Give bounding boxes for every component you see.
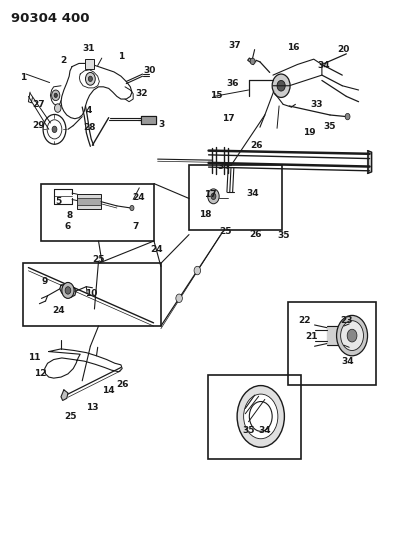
Circle shape <box>272 74 290 98</box>
Text: 29: 29 <box>32 120 45 130</box>
Circle shape <box>347 329 357 342</box>
Circle shape <box>65 287 71 294</box>
Circle shape <box>62 282 74 298</box>
Text: 34: 34 <box>258 426 271 435</box>
Text: 25: 25 <box>65 412 77 421</box>
Text: 26: 26 <box>249 230 262 239</box>
Text: 35: 35 <box>324 122 336 131</box>
Text: 1: 1 <box>118 52 124 61</box>
Text: 15: 15 <box>210 91 222 100</box>
Text: 7: 7 <box>132 222 138 231</box>
Polygon shape <box>248 58 256 64</box>
Text: 23: 23 <box>340 316 353 325</box>
Text: 2: 2 <box>61 56 67 64</box>
Text: 33: 33 <box>310 100 323 109</box>
Text: 17: 17 <box>204 190 217 199</box>
Circle shape <box>341 321 364 351</box>
Polygon shape <box>60 284 76 297</box>
Circle shape <box>85 72 95 85</box>
Text: 35: 35 <box>278 231 290 240</box>
Text: 12: 12 <box>34 369 47 378</box>
Circle shape <box>52 126 57 133</box>
Bar <box>189 165 282 230</box>
Text: 1: 1 <box>20 73 26 82</box>
Text: 90304 400: 90304 400 <box>11 12 90 26</box>
Polygon shape <box>368 151 372 173</box>
Text: 9: 9 <box>42 277 48 286</box>
Text: 28: 28 <box>83 123 96 132</box>
Circle shape <box>176 294 182 303</box>
Polygon shape <box>327 326 344 345</box>
Bar <box>85 59 94 69</box>
Circle shape <box>337 316 368 356</box>
Text: 16: 16 <box>287 43 300 52</box>
Bar <box>23 263 161 326</box>
Text: 22: 22 <box>298 316 310 325</box>
Polygon shape <box>142 116 156 124</box>
Circle shape <box>54 104 61 112</box>
Text: 35: 35 <box>242 426 255 435</box>
Circle shape <box>52 90 60 101</box>
Text: 36: 36 <box>226 78 238 87</box>
Text: 4: 4 <box>85 106 92 115</box>
Text: 10: 10 <box>85 288 97 297</box>
Text: 11: 11 <box>28 353 40 362</box>
Circle shape <box>250 58 255 64</box>
Text: 25: 25 <box>92 255 105 263</box>
Text: 34: 34 <box>246 189 259 198</box>
Text: 18: 18 <box>199 210 211 219</box>
Text: 25: 25 <box>220 228 232 237</box>
Bar <box>77 194 101 209</box>
Text: 26: 26 <box>116 380 128 389</box>
Text: 30: 30 <box>143 67 156 75</box>
Text: 6: 6 <box>65 222 71 231</box>
Text: 14: 14 <box>102 386 115 395</box>
Bar <box>40 183 154 241</box>
Bar <box>77 198 101 205</box>
Bar <box>208 375 301 459</box>
Bar <box>288 302 376 384</box>
Text: 24: 24 <box>132 193 145 202</box>
Text: 17: 17 <box>222 114 234 123</box>
Circle shape <box>208 189 219 204</box>
Text: 5: 5 <box>56 197 62 206</box>
Circle shape <box>130 205 134 211</box>
Text: 37: 37 <box>229 42 241 51</box>
Text: 24: 24 <box>52 305 65 314</box>
Text: 21: 21 <box>305 332 317 341</box>
Text: 34: 34 <box>218 162 230 171</box>
Text: 13: 13 <box>86 403 99 413</box>
Text: 31: 31 <box>82 44 94 53</box>
Circle shape <box>244 394 278 439</box>
Text: 8: 8 <box>67 211 73 220</box>
Circle shape <box>237 385 284 447</box>
Text: 26: 26 <box>250 141 263 150</box>
Text: 19: 19 <box>303 128 316 137</box>
Text: 34: 34 <box>342 357 354 366</box>
Circle shape <box>277 80 285 91</box>
Circle shape <box>88 76 92 82</box>
Circle shape <box>194 266 200 275</box>
Text: 32: 32 <box>135 88 148 98</box>
Circle shape <box>54 93 57 98</box>
Text: 34: 34 <box>317 61 330 70</box>
Text: 3: 3 <box>159 119 165 128</box>
Text: 27: 27 <box>32 100 45 109</box>
Circle shape <box>211 193 216 199</box>
Circle shape <box>345 114 350 120</box>
Text: 24: 24 <box>150 245 163 254</box>
Polygon shape <box>61 390 68 400</box>
Text: 20: 20 <box>338 45 350 54</box>
